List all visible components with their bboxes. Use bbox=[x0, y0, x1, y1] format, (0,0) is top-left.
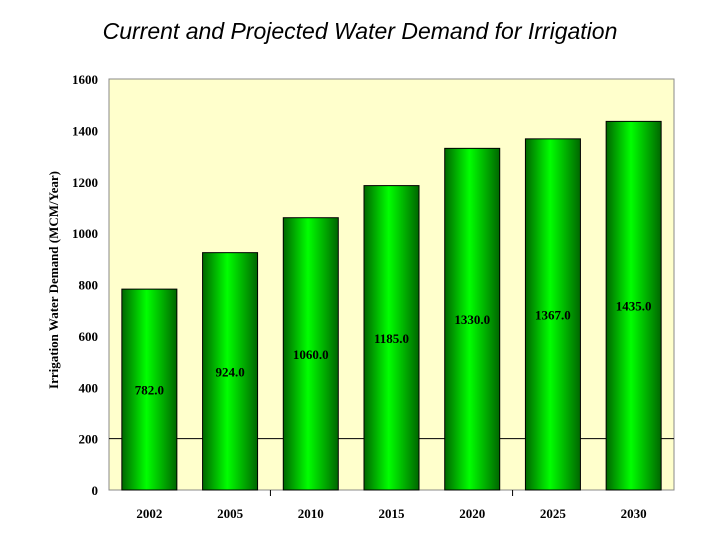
x-tick-label: 2025 bbox=[540, 506, 567, 521]
x-tick-label: 2020 bbox=[459, 506, 485, 521]
bar-2020 bbox=[444, 147, 501, 491]
x-tick-label: 2030 bbox=[621, 506, 647, 521]
y-tick-label: 1000 bbox=[72, 226, 98, 241]
y-tick-label: 200 bbox=[79, 432, 99, 447]
y-axis-label: Irrigation Water Demand (MCM/Year) bbox=[46, 171, 61, 389]
data-label: 924.0 bbox=[215, 364, 244, 379]
data-label: 1185.0 bbox=[374, 331, 409, 346]
y-tick-label: 400 bbox=[79, 380, 99, 395]
chart-title: Current and Projected Water Demand for I… bbox=[102, 18, 618, 44]
y-tick-label: 600 bbox=[79, 329, 99, 344]
bar-2025 bbox=[524, 138, 581, 491]
data-label: 1367.0 bbox=[535, 307, 571, 322]
y-tick-label: 1200 bbox=[72, 175, 98, 190]
bar-2002 bbox=[121, 288, 178, 491]
data-label: 1330.0 bbox=[454, 312, 490, 327]
data-label: 1435.0 bbox=[616, 299, 652, 314]
y-tick-label: 1600 bbox=[72, 72, 98, 87]
x-tick-label: 2002 bbox=[136, 506, 162, 521]
bar-2010 bbox=[282, 217, 339, 491]
x-tick-label: 2015 bbox=[379, 506, 406, 521]
y-tick-label: 800 bbox=[79, 278, 99, 293]
x-tick-label: 2005 bbox=[217, 506, 244, 521]
bar-2015 bbox=[363, 185, 420, 491]
data-label: 1060.0 bbox=[293, 347, 329, 362]
y-tick-label: 1400 bbox=[72, 123, 98, 138]
data-label: 782.0 bbox=[135, 383, 164, 398]
bar-2005 bbox=[202, 252, 259, 491]
bar-2030 bbox=[605, 120, 662, 491]
y-tick-label: 0 bbox=[92, 483, 99, 498]
x-tick-label: 2010 bbox=[298, 506, 324, 521]
